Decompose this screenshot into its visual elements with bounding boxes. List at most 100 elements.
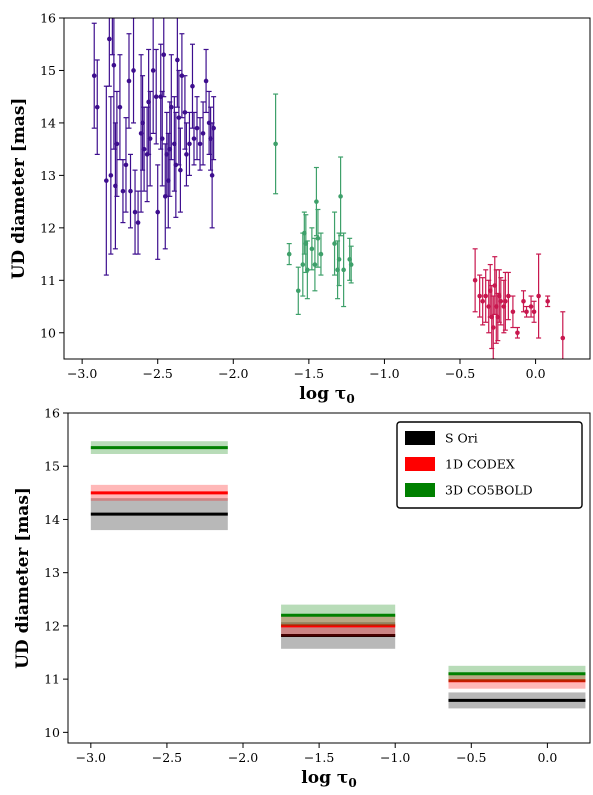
data-point xyxy=(490,325,496,330)
data-point xyxy=(184,152,189,157)
data-point xyxy=(312,262,318,267)
data-point xyxy=(314,199,319,204)
data-point xyxy=(117,104,123,110)
y-tick-label: 11 xyxy=(44,672,60,687)
y-tick-label: 16 xyxy=(40,11,56,26)
data-point xyxy=(114,141,120,147)
data-point xyxy=(521,298,526,304)
data-point xyxy=(176,115,182,120)
data-point xyxy=(273,141,278,147)
data-point xyxy=(545,298,550,304)
data-point xyxy=(190,83,195,89)
data-point xyxy=(300,262,306,267)
data-point xyxy=(169,104,174,110)
data-point xyxy=(123,162,129,168)
data-point xyxy=(132,209,138,215)
data-point xyxy=(191,136,197,141)
data-point xyxy=(194,125,200,131)
y-tick-label: 11 xyxy=(40,273,56,288)
data-point xyxy=(135,220,141,225)
data-point xyxy=(173,162,179,168)
data-point xyxy=(503,298,508,304)
data-point xyxy=(187,141,192,147)
data-point xyxy=(159,136,165,141)
data-point xyxy=(305,267,310,273)
plot-frame xyxy=(67,412,591,744)
x-tick-label: −3.0 xyxy=(76,750,106,765)
data-point xyxy=(161,52,167,58)
data-point xyxy=(94,104,100,110)
data-point xyxy=(560,335,566,341)
y-tick-label: 15 xyxy=(40,63,56,78)
y-tick-label: 10 xyxy=(40,325,56,340)
data-point xyxy=(107,36,112,42)
y-tick-label: 12 xyxy=(40,220,56,235)
x-tick-label: −3.0 xyxy=(67,366,97,381)
x-tick-label: −0.5 xyxy=(456,750,486,765)
data-point xyxy=(155,209,161,215)
legend-label: 1D CODEX xyxy=(445,457,515,472)
data-point xyxy=(524,309,529,315)
data-point xyxy=(309,246,315,252)
data-point xyxy=(477,293,482,299)
data-point xyxy=(348,262,354,267)
x-tick-label: −0.5 xyxy=(445,366,475,381)
y-axis-label: UD diameter [mas] xyxy=(9,98,29,280)
data-point xyxy=(175,57,180,63)
data-point xyxy=(336,257,342,262)
data-point xyxy=(182,110,188,115)
y-tick-label: 13 xyxy=(44,565,60,580)
x-tick-label: −1.5 xyxy=(304,750,334,765)
data-point xyxy=(480,298,485,304)
data-point xyxy=(178,167,183,173)
data-point xyxy=(203,78,209,84)
legend-swatch xyxy=(405,457,435,471)
legend: S Ori 1D CODEX 3D CO5BOLD xyxy=(396,421,583,509)
y-tick-label: 13 xyxy=(40,168,56,183)
data-point xyxy=(200,131,206,136)
x-tick-label: −1.0 xyxy=(380,750,410,765)
data-point xyxy=(104,178,109,183)
x-tick-label: −2.5 xyxy=(152,750,182,765)
legend-label: 3D CO5BOLD xyxy=(445,483,533,498)
y-tick-label: 14 xyxy=(40,115,56,130)
data-point xyxy=(483,293,489,299)
legend-swatch xyxy=(405,483,435,497)
x-tick-label: 0.0 xyxy=(537,750,557,765)
data-point xyxy=(108,173,114,178)
x-tick-label: −1.5 xyxy=(294,366,324,381)
x-tick-label: 0.0 xyxy=(526,366,546,381)
data-point xyxy=(126,78,132,84)
data-point xyxy=(179,73,185,79)
bottom-diameter-panel: −3.0 −2.5 −2.0 −1.5 −1.0 −0.5 0.0 10 11 12 13 14 15 1… xyxy=(13,406,591,790)
data-point xyxy=(150,68,156,73)
x-tick-label: −2.0 xyxy=(218,366,248,381)
data-point xyxy=(295,288,301,294)
data-point xyxy=(111,62,117,68)
data-point xyxy=(472,278,478,283)
data-point xyxy=(515,330,520,336)
x-tick-label: −2.0 xyxy=(228,750,258,765)
data-point xyxy=(318,251,324,257)
data-point xyxy=(153,94,159,99)
data-point xyxy=(141,146,147,152)
data-point xyxy=(531,309,537,315)
data-point xyxy=(506,293,511,299)
data-point xyxy=(91,73,97,79)
data-point xyxy=(510,309,516,315)
top-scatter-panel: −3.0 −2.5 −2.0 −1.5 −1.0 −0.5 0.0 10 11 12 13 14 15 1… xyxy=(9,11,591,406)
x-axis-label: log τ0 xyxy=(299,384,354,406)
x-axis-label: log τ0 xyxy=(301,768,356,790)
data-point xyxy=(315,236,321,241)
data-point xyxy=(338,194,343,199)
x-tick-label: −1.0 xyxy=(369,366,399,381)
y-tick-label: 10 xyxy=(44,725,60,740)
band-data xyxy=(90,441,586,709)
data-point xyxy=(498,298,504,304)
data-point xyxy=(128,188,133,194)
legend-swatch xyxy=(405,431,435,445)
data-point xyxy=(209,173,215,178)
scatter-data xyxy=(91,18,566,359)
data-point xyxy=(528,304,534,309)
